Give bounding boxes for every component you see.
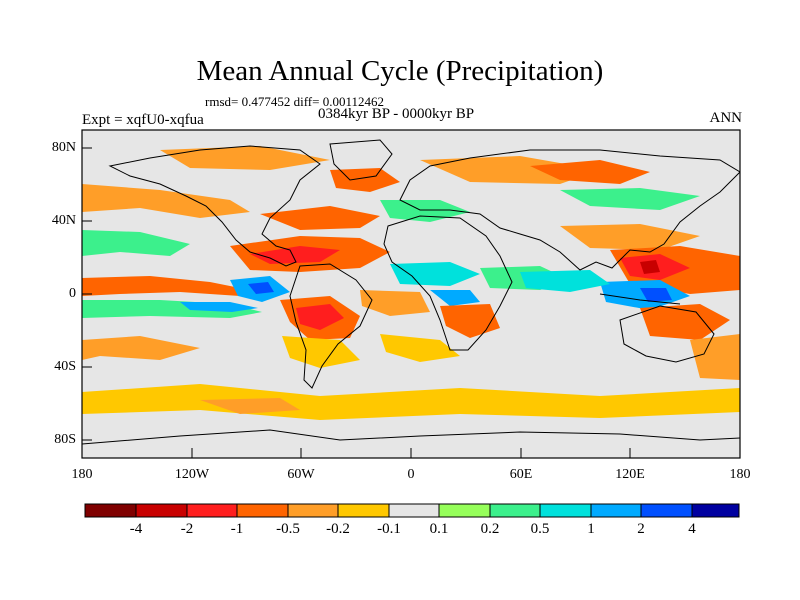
period-subtitle: 0384kyr BP - 0000kyr BP (318, 106, 475, 122)
anomaly-patch (160, 146, 330, 170)
coastline-africa (383, 215, 513, 351)
colorbar-label: 0.1 (429, 521, 449, 537)
plot-title: Mean Annual Cycle (Precipitation) (196, 55, 604, 87)
x-tick-label: 60E (509, 467, 533, 482)
anomaly-patch (200, 398, 300, 414)
y-tick-label: 40N (51, 213, 76, 228)
coastline-south-america (289, 263, 373, 389)
anomaly-patch (260, 206, 380, 230)
colorbar-label: 0.5 (530, 521, 550, 537)
colorbar-label: -4 (129, 521, 143, 537)
anomaly-patch (330, 168, 400, 192)
anomaly-patch (560, 188, 700, 210)
coastline-antarctica (82, 429, 740, 445)
coastline-greenland (329, 139, 393, 181)
x-tick-label: 180 (71, 467, 93, 482)
colorbar-swatch (590, 503, 642, 518)
colorbar-swatch (186, 503, 238, 518)
season-label: ANN (709, 110, 743, 126)
anomaly-patch (440, 304, 500, 338)
colorbar-swatch (691, 503, 740, 518)
anomaly-patch (380, 334, 460, 362)
x-tick-label: 180 (729, 467, 751, 482)
anomaly-patch (520, 270, 610, 292)
colorbar-swatch (135, 503, 188, 518)
colorbar-swatch (489, 503, 541, 518)
coastlines (82, 139, 740, 445)
anomaly-patch (82, 230, 190, 256)
anomaly-patch (296, 304, 344, 330)
anomaly-patch (690, 334, 740, 380)
colorbar-label: 2 (637, 521, 645, 537)
colorbar-swatch (287, 503, 339, 518)
colorbar-label: -0.2 (326, 521, 350, 537)
anomaly-patch (640, 288, 672, 302)
colorbar-label: 0.2 (480, 521, 500, 537)
anomaly-patch (248, 282, 274, 294)
stats-subtitle: rmsd= 0.477452 diff= 0.00112462 (205, 94, 384, 109)
colorbar (84, 503, 740, 518)
colorbar-swatch (640, 503, 693, 518)
x-tick-label: 0 (407, 467, 415, 482)
colorbar-label: -2 (180, 521, 194, 537)
experiment-label: Expt = xqfU0-xqfua (82, 112, 204, 128)
colorbar-swatch (337, 503, 390, 518)
anomaly-patch (82, 184, 250, 218)
x-tick-label: 120E (615, 467, 645, 482)
y-tick-label: 0 (69, 286, 76, 301)
anomaly-patch (640, 260, 660, 274)
anomaly-patch (180, 302, 258, 312)
x-tick-label: 120W (174, 467, 210, 482)
colorbar-label: -0.5 (276, 521, 300, 537)
anomaly-patch (282, 336, 360, 368)
anomaly-patch (430, 290, 480, 306)
axis-ticks (81, 147, 741, 458)
colorbar-label: -1 (230, 521, 244, 537)
y-tick-label: 40S (54, 359, 76, 374)
anomaly-patch (640, 304, 730, 340)
x-tick-label: 60W (287, 467, 315, 482)
anomaly-patch (82, 276, 262, 300)
anomaly-patch (380, 200, 470, 222)
colorbar-label: -0.1 (377, 521, 401, 537)
colorbar-swatch (236, 503, 289, 518)
colorbar-swatch (539, 503, 592, 518)
coastline-indonesia (599, 293, 681, 305)
anomaly-patch (530, 160, 650, 184)
colorbar-swatch (438, 503, 491, 518)
y-tick-label: 80S (54, 432, 76, 447)
y-tick-label: 80N (51, 140, 76, 155)
anomaly-patch (560, 224, 700, 250)
anomaly-patch (82, 336, 200, 360)
anomaly-patch (360, 290, 430, 316)
coastline-eurasia (399, 149, 740, 271)
colorbar-swatch (388, 503, 440, 518)
anomaly-patch (390, 262, 480, 286)
colorbar-label: 4 (688, 521, 696, 537)
anomaly-fill-layer (82, 146, 740, 420)
coastline-north-america (108, 145, 321, 267)
coastline-australia (619, 305, 715, 363)
colorbar-label: 1 (587, 521, 595, 537)
colorbar-swatch (84, 503, 137, 518)
